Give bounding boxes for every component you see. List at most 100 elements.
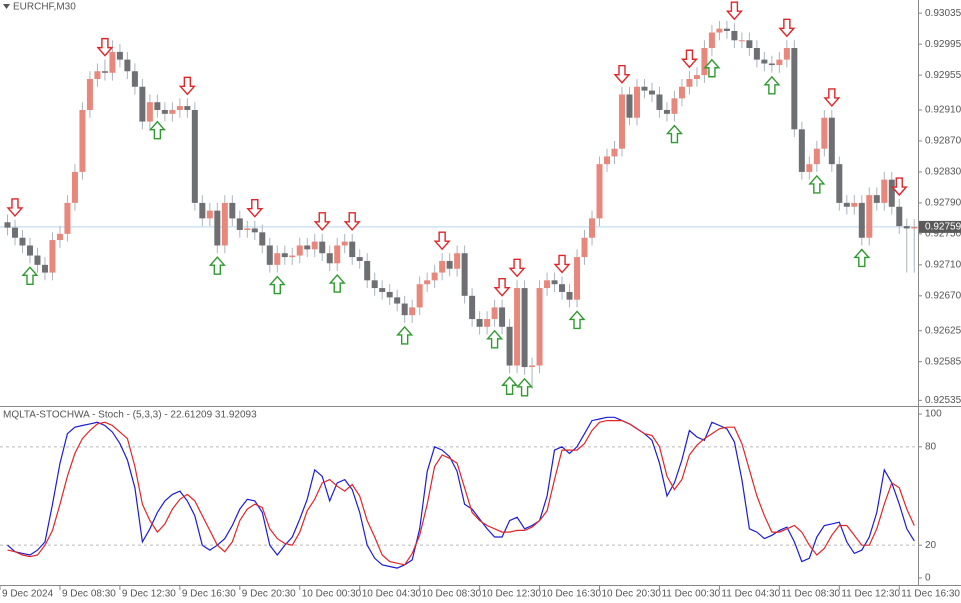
sell-arrow [433,231,451,251]
candle-body [641,86,648,91]
candle-body [416,284,423,308]
candle-body [191,109,198,203]
sell-arrow [613,65,631,84]
candle-body [776,59,783,66]
candle-body [214,210,221,246]
sell-arrow [96,37,114,57]
candle-body [221,202,228,246]
y-tick-label: 0.92535 [925,395,961,406]
candle-body [559,284,566,292]
candle-body [746,40,753,49]
candle-body [446,260,453,269]
candle-body [611,148,618,157]
candle-body [251,228,258,233]
candle-body [311,241,318,250]
candle-body [708,32,715,49]
candle-body [896,206,903,227]
candle-body [229,202,236,219]
candle-body [454,253,461,269]
candle-body [334,245,341,264]
candle-body [266,245,273,265]
candle-body [626,94,633,118]
candle-body [341,241,348,246]
buy-arrow [268,275,286,295]
x-tick-label: 9 Dec 20:30 [242,589,296,600]
candle-body [484,319,491,327]
candle-body [761,59,768,64]
candle-body [911,226,918,229]
buy-arrow [808,174,826,194]
x-tick-label: 9 Dec 16:30 [182,589,236,600]
candle-body [409,307,416,316]
candle-body [461,253,468,296]
x-tick-label: 10 Dec 20:30 [602,589,662,600]
x-tick-label: 11 Dec 08:30 [781,589,840,600]
candle-body [596,164,603,219]
candle-body [663,109,670,114]
candle-body [356,257,363,261]
sell-arrow [178,76,196,96]
y-tick-label: 0.92710 [925,259,961,270]
symbol-title: EURCHF,M30 [13,2,76,13]
candle-body [566,291,573,300]
sell-arrow [6,198,24,217]
candle-body [806,164,813,172]
sell-arrow [493,277,511,297]
candle-body [41,264,48,273]
candle-body [551,280,558,285]
candle-body [589,218,596,238]
candle-body [131,71,138,87]
candle-body [476,319,483,327]
buy-arrow [703,58,721,78]
candle-body [903,226,910,229]
indicator-line [7,420,915,566]
buy-arrow [853,248,871,268]
candle-body [888,179,895,207]
y-tick-label: 80 [925,441,937,452]
candle-body [379,288,386,292]
candle-body [499,307,506,327]
candle-body [326,253,333,264]
candle-body [723,28,730,31]
y-tick-label: 0.92670 [925,290,961,301]
candle-body [401,303,408,316]
candle-body [521,288,528,368]
candle-body [259,232,266,246]
candle-body [656,94,663,110]
sell-arrow [680,49,698,69]
candle-body [738,40,745,42]
current-price-box [919,220,961,233]
symbol-menu-icon[interactable] [3,4,10,9]
candle-body [821,117,828,149]
candle-body [169,109,176,114]
sell-arrow [725,1,743,21]
y-tick-label: 0.92790 [925,198,961,209]
candle-body [371,280,378,289]
candle-body [109,51,116,73]
candle-body [319,241,326,254]
buy-arrow [21,266,39,285]
buy-arrow [665,124,683,144]
candle-body [783,48,790,60]
candle-body [604,156,611,165]
sell-arrow [313,212,331,231]
candle-body [798,129,805,172]
candle-body [574,257,581,300]
candle-body [791,48,798,130]
candle-body [86,78,93,110]
candle-body [146,102,153,122]
sell-arrow [890,177,908,197]
candle-body [11,227,18,238]
y-tick-label: 0 [925,573,931,584]
candle-body [176,106,183,110]
y-tick-label: 0.92625 [925,325,961,336]
candle-body [79,109,86,172]
candle-body [349,241,356,258]
candle-body [431,272,438,281]
indicator-title: MQLTA-STOCHWA - Stoch - (5,3,3) - 22.612… [3,410,257,421]
sell-arrow [246,198,264,218]
sell-arrow [553,254,571,274]
candle-body [364,260,371,281]
x-tick-label: 11 Dec 04:30 [721,589,780,600]
